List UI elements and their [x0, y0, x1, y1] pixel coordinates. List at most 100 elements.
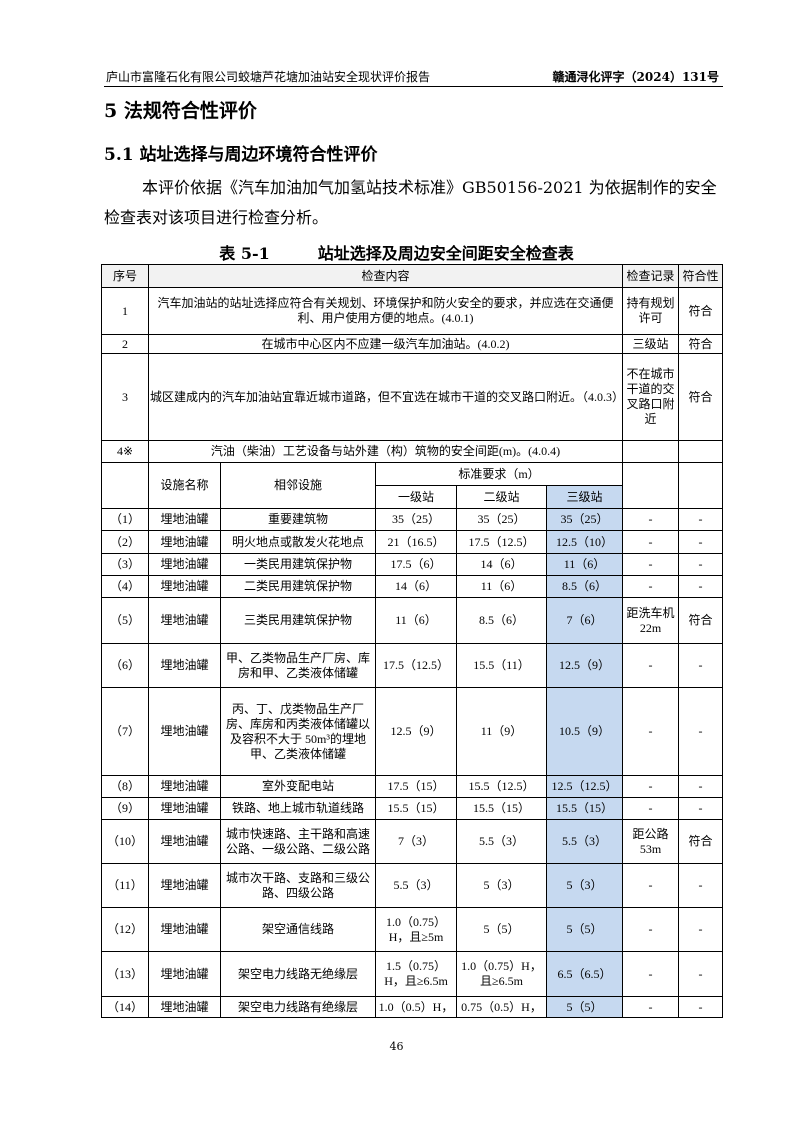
table-cell: 1.0（0.75）H，且≥6.5m — [456, 951, 547, 997]
table-cell: 在城市中心区内不应建一级汽车加油站。(4.0.2) — [148, 334, 623, 354]
table-cell: 埋地油罐 — [148, 530, 221, 554]
header-no: 序号 — [101, 264, 149, 288]
table-cell: 4※ — [101, 440, 149, 463]
table-cell: 5（5） — [456, 907, 547, 952]
table-cell: 埋地油罐 — [148, 819, 221, 864]
table-cell: 17.5（6） — [375, 553, 457, 576]
table-cell: 架空电力线路有绝缘层 — [220, 996, 376, 1018]
table-cell: - — [678, 643, 723, 688]
table-cell: - — [622, 687, 679, 776]
table-cell: - — [622, 530, 679, 554]
section-title: 5 法规符合性评价 — [104, 100, 257, 122]
table-cell: 5（3） — [456, 863, 547, 908]
table-cell: 1.5（0.75）H，且≥6.5m — [375, 951, 457, 997]
table-cell: 二级站 — [456, 485, 547, 509]
table-cell: 21（16.5） — [375, 530, 457, 554]
table-cell: 三类民用建筑保护物 — [220, 597, 376, 644]
level-header-row: 一级站 二级站 三级站 — [102, 485, 723, 509]
table-cell: 5.5（3） — [546, 819, 623, 864]
table-cell: （3） — [101, 553, 149, 576]
header-record: 检查记录 — [622, 264, 679, 288]
table-cell: 室外变配电站 — [220, 775, 376, 798]
table-cell: （1） — [101, 508, 149, 531]
table-cell: 一级站 — [375, 485, 457, 509]
table-cell: 35（25） — [375, 508, 457, 531]
header-result: 符合性 — [678, 264, 723, 288]
table-cell: 17.5（12.5） — [456, 530, 547, 554]
table-cell: 距公路53m — [622, 819, 679, 864]
table-cell: 埋地油罐 — [148, 553, 221, 576]
table-cell: （7） — [101, 687, 149, 776]
table-row: 2 在城市中心区内不应建一级汽车加油站。(4.0.2) 三级站 符合 — [101, 334, 723, 354]
sub-header-row: 设施名称 相邻设施 标准要求（m） — [101, 462, 723, 509]
table-cell: 架空通信线路 — [220, 907, 376, 952]
table-cell: 35（25） — [456, 508, 547, 531]
table-row: （1） 埋地油罐 重要建筑物 35（25） 35（25） 35（25） - - — [101, 508, 723, 531]
table-cell: （9） — [101, 797, 149, 820]
table-cell: - — [622, 797, 679, 820]
table-row: （8） 埋地油罐 室外变配电站 17.5（15） 15.5（12.5） 12.5（12.5… — [101, 775, 723, 798]
table-cell: 甲、乙类物品生产厂房、库房和甲、乙类液体储罐 — [220, 643, 376, 688]
table-cell — [622, 440, 679, 463]
table-cell: （6） — [101, 643, 149, 688]
table-cell: 12.5（10） — [546, 530, 623, 554]
table-cell: - — [678, 863, 723, 908]
table-cell: - — [678, 797, 723, 820]
table-cell: （13） — [101, 951, 149, 997]
safety-check-table: 序号 检查内容 检查记录 符合性 1 汽车加油站的站址选择应符合有关规划、环境保护和防火安… — [101, 264, 723, 1018]
table-row: （7） 埋地油罐 丙、丁、戊类物品生产厂房、库房和丙类液体储罐以及容积不大于 50m… — [101, 687, 723, 776]
table-row: （9） 埋地油罐 铁路、地上城市轨道线路 15.5（15） 15.5（15） 15.5（1… — [101, 797, 723, 820]
table-cell: 重要建筑物 — [220, 508, 376, 531]
table-cell: 符合 — [678, 597, 723, 644]
table-cell: 12.5（9） — [546, 643, 623, 688]
table-cell: 15.5（12.5） — [456, 775, 547, 798]
table-row: 1 汽车加油站的站址选择应符合有关规划、环境保护和防火安全的要求，并应选在交通便利… — [101, 287, 723, 335]
table-cell: 8.5（6） — [456, 597, 547, 644]
table-cell: 汽油（柴油）工艺设备与站外建（构）筑物的安全间距(m)。(4.0.4) — [148, 440, 623, 463]
table-cell — [678, 440, 723, 463]
table-cell: - — [678, 553, 723, 576]
table-cell: （5） — [101, 597, 149, 644]
table-cell: 10.5（9） — [546, 687, 623, 776]
table-cell: 埋地油罐 — [148, 643, 221, 688]
table-cell: - — [678, 996, 723, 1018]
table-cell: - — [678, 775, 723, 798]
table-cell: 6.5（6.5） — [546, 951, 623, 997]
table-cell: - — [622, 907, 679, 952]
table-cell: 5.5（3） — [456, 819, 547, 864]
table-cell: 5（3） — [546, 863, 623, 908]
intro-paragraph: 本评价依据《汽车加油加气加氢站技术标准》GB50156-2021 为依据制作的安… — [104, 178, 717, 227]
table-cell: - — [622, 575, 679, 598]
table-cell: 1 — [101, 287, 149, 335]
table-cell — [678, 462, 723, 509]
table-cell: - — [622, 553, 679, 576]
table-row: （11） 埋地油罐 城市次干路、支路和三级公路、四级公路 5.5（3） 5（3） 5（3）… — [101, 863, 723, 908]
table-row: 3 城区建成内的汽车加油站宜靠近城市道路，但不宜选在城市干道的交叉路口附近。（4.… — [101, 353, 723, 441]
table-cell: 15.5（15） — [456, 797, 547, 820]
table-cell: 三级站 — [546, 485, 623, 509]
table-cell: 符合 — [678, 353, 723, 441]
table-cell: 14（6） — [456, 553, 547, 576]
table-cell: 埋地油罐 — [148, 687, 221, 776]
table-cell: 11（9） — [456, 687, 547, 776]
header-content: 检查内容 — [148, 264, 623, 288]
table-cell: 12.5（12.5） — [546, 775, 623, 798]
table-cell: 三级站 — [622, 334, 679, 354]
table-cell — [622, 462, 679, 509]
table-cell: - — [678, 530, 723, 554]
table-cell: 丙、丁、戊类物品生产厂房、库房和丙类液体储罐以及容积不大于 50m³的埋地甲、乙… — [220, 687, 376, 776]
table-cell: （12） — [101, 907, 149, 952]
table-cell: 7（6） — [546, 597, 623, 644]
table-cell: 11（6） — [375, 597, 457, 644]
table-cell: 埋地油罐 — [148, 575, 221, 598]
table-cell: 符合 — [678, 819, 723, 864]
table-cell: 15.5（11） — [456, 643, 547, 688]
table-cell: 距洗车机22m — [622, 597, 679, 644]
table-row: （10） 埋地油罐 城市快速路、主干路和高速公路、一级公路、二级公路 7（3） 5.5（… — [101, 819, 723, 864]
table-cell: 0.75（0.5）H， — [456, 996, 547, 1018]
table-cell: 不在城市干道的交叉路口附近 — [622, 353, 679, 441]
table-cell: 相邻设施 — [220, 462, 376, 509]
table-cell: 5（5） — [546, 996, 623, 1018]
table-cell: （14） — [101, 996, 149, 1018]
